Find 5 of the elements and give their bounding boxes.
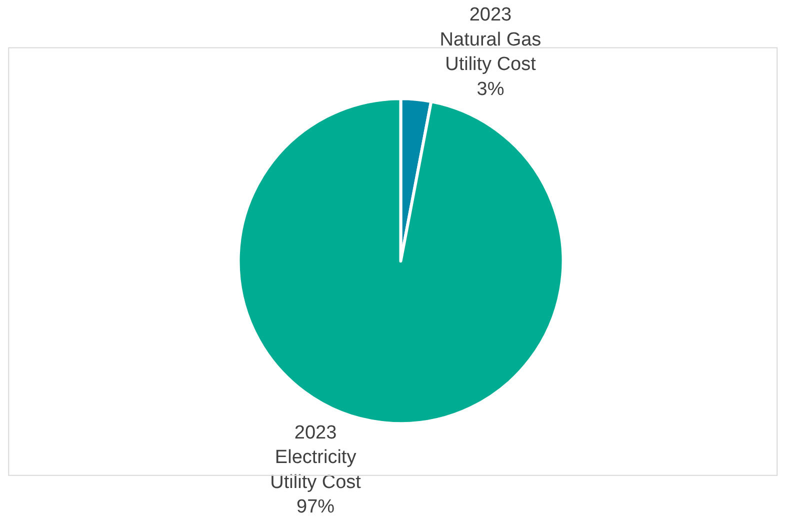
slice-label: 2023 Natural Gas Utility Cost <box>440 4 542 76</box>
pie-slice <box>236 97 565 426</box>
data-label: 3% <box>476 78 504 100</box>
data-label: 97% <box>296 496 335 518</box>
slice-label: 2023 Electricity Utility Cost <box>270 422 362 493</box>
